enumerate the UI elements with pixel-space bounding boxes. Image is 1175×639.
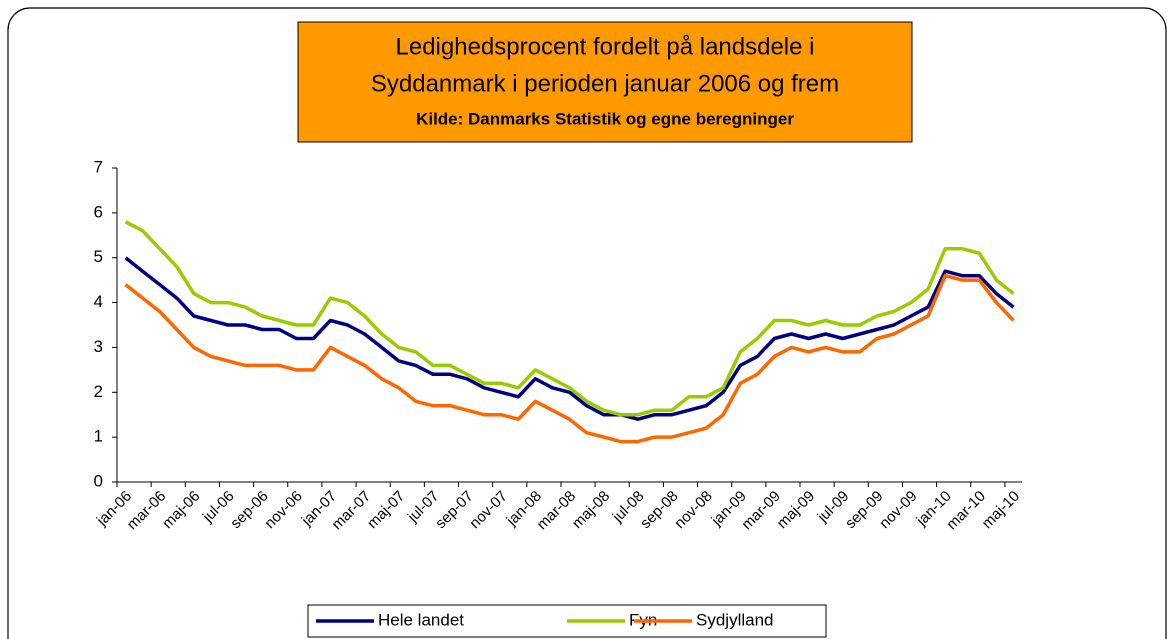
series-line bbox=[124, 273, 1015, 444]
title-box bbox=[297, 21, 913, 143]
y-tick-label: 4 bbox=[94, 292, 103, 311]
series-line bbox=[124, 256, 1015, 421]
series-line bbox=[124, 220, 1015, 417]
chart-frame bbox=[7, 7, 1167, 639]
chart-title: Ledighedsprocent fordelt på landsdele i bbox=[396, 33, 815, 60]
y-tick-label: 7 bbox=[94, 157, 103, 176]
chart-title: Syddanmark i perioden januar 2006 og fre… bbox=[371, 70, 839, 97]
legend-label: Sydjylland bbox=[696, 610, 774, 629]
y-tick-label: 2 bbox=[94, 382, 103, 401]
legend-label: Hele landet bbox=[378, 610, 464, 629]
y-tick-label: 3 bbox=[94, 337, 103, 356]
y-tick-label: 6 bbox=[94, 202, 103, 221]
y-tick-label: 1 bbox=[94, 427, 103, 446]
y-tick-label: 5 bbox=[94, 247, 103, 266]
y-tick-label: 0 bbox=[94, 471, 103, 490]
chart-subtitle: Kilde: Danmarks Statistik og egne beregn… bbox=[416, 109, 794, 128]
